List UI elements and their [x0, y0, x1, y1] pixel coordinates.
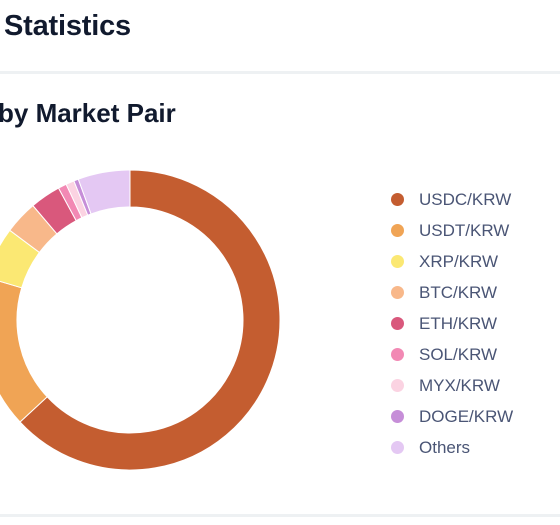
header-divider: [0, 71, 560, 74]
legend-item[interactable]: Others: [391, 432, 513, 463]
legend-label: SOL/KRW: [419, 344, 498, 364]
legend-swatch: [391, 193, 404, 206]
legend-item[interactable]: DOGE/KRW: [391, 401, 513, 432]
legend-label: BTC/KRW: [419, 282, 498, 302]
chart-legend: USDC/KRW USDT/KRW XRP/KRW BTC/KRW ETH/KRW SOL…: [391, 184, 513, 463]
legend-label: USDC/KRW: [419, 189, 512, 209]
donut-slice-usdc-krw[interactable]: [19, 169, 281, 471]
legend-label: MYX/KRW: [419, 375, 500, 395]
legend-label: Others: [419, 437, 471, 457]
legend-swatch: [391, 410, 404, 423]
legend-swatch: [391, 317, 404, 330]
legend-item[interactable]: BTC/KRW: [391, 277, 513, 308]
legend-item[interactable]: USDT/KRW: [391, 215, 513, 246]
donut-slice-others[interactable]: [77, 169, 131, 215]
legend-swatch: [391, 379, 404, 392]
legend-swatch: [391, 348, 404, 361]
legend-label: USDT/KRW: [419, 220, 510, 240]
legend-swatch: [391, 286, 404, 299]
footer-divider: [0, 514, 560, 517]
legend-item[interactable]: ETH/KRW: [391, 308, 513, 339]
legend-item[interactable]: XRP/KRW: [391, 246, 513, 277]
legend-swatch: [391, 441, 404, 454]
page-title: Statistics: [4, 10, 131, 42]
legend-item[interactable]: USDC/KRW: [391, 184, 513, 215]
legend-label: DOGE/KRW: [419, 406, 514, 426]
legend-label: XRP/KRW: [419, 251, 499, 271]
legend-swatch: [391, 224, 404, 237]
donut-slice-usdt-krw[interactable]: [0, 277, 48, 423]
legend-swatch: [391, 255, 404, 268]
legend-label: ETH/KRW: [419, 313, 498, 333]
legend-item[interactable]: SOL/KRW: [391, 339, 513, 370]
legend-item[interactable]: MYX/KRW: [391, 370, 513, 401]
section-title: by Market Pair: [0, 98, 176, 128]
